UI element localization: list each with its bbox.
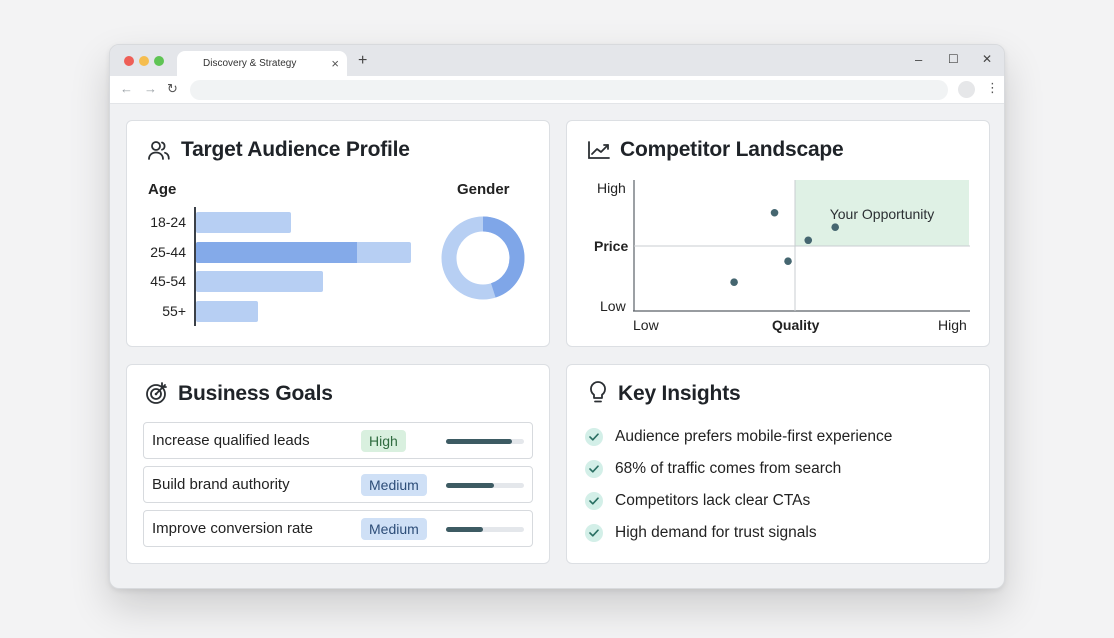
goal-row[interactable]: Build brand authority Medium xyxy=(143,466,533,503)
age-bar xyxy=(196,212,291,233)
insight-text: 68% of traffic comes from search xyxy=(615,460,842,477)
priority-badge: High xyxy=(361,430,406,452)
goal-progress-bar xyxy=(446,483,524,488)
tab-close-icon[interactable]: × xyxy=(331,56,339,71)
priority-badge: Medium xyxy=(361,474,427,496)
zoom-window-dot[interactable] xyxy=(154,56,164,66)
lightbulb-icon xyxy=(590,381,606,403)
url-input[interactable] xyxy=(190,80,948,100)
goals-title: Business Goals xyxy=(178,382,333,405)
check-icon xyxy=(585,428,603,446)
age-group-label: 25-44 xyxy=(150,243,186,260)
goal-label: Increase qualified leads xyxy=(152,432,310,449)
competitor-title: Competitor Landscape xyxy=(620,138,844,161)
y-axis-label: Price xyxy=(594,238,629,254)
donut-slice-dark xyxy=(441,216,525,300)
opportunity-label: Your Opportunity xyxy=(829,206,935,222)
goal-progress-fill xyxy=(446,439,513,444)
age-bar xyxy=(196,271,323,292)
insight-text: Competitors lack clear CTAs xyxy=(615,492,811,509)
audience-card: Target Audience Profile Age Gender 18-24… xyxy=(126,120,550,347)
target-icon xyxy=(146,382,167,404)
close-icon[interactable]: ✕ xyxy=(982,52,993,66)
goal-progress-bar xyxy=(446,527,524,532)
browser-tab[interactable]: Discovery & Strategy × xyxy=(177,51,347,76)
back-icon[interactable]: ← xyxy=(120,81,133,96)
x-axis-label: Quality xyxy=(772,317,820,333)
check-icon xyxy=(585,524,603,542)
users-icon xyxy=(148,141,170,160)
audience-title: Target Audience Profile xyxy=(181,138,410,161)
tab-title: Discovery & Strategy xyxy=(203,58,297,69)
minimize-icon[interactable]: – xyxy=(915,52,923,67)
age-bar xyxy=(196,300,258,322)
age-axis-line xyxy=(194,207,196,326)
profile-avatar[interactable] xyxy=(958,81,975,98)
insights-title: Key Insights xyxy=(618,382,741,405)
age-group-label: 45-54 xyxy=(150,273,186,289)
priority-badge: Medium xyxy=(361,518,427,540)
goal-progress-fill xyxy=(446,483,495,488)
goal-label: Improve conversion rate xyxy=(152,520,313,537)
competitor-point xyxy=(730,278,738,286)
maximize-icon[interactable]: ☐ xyxy=(948,52,959,66)
goal-row[interactable]: Increase qualified leads High xyxy=(143,422,533,459)
check-icon xyxy=(585,492,603,510)
x-axis-high: High xyxy=(938,317,967,333)
insight-text: High demand for trust signals xyxy=(615,524,817,541)
competitor-scatter-plot xyxy=(633,180,970,312)
check-icon xyxy=(585,460,603,478)
tab-bar: Discovery & Strategy × + – ☐ ✕ xyxy=(110,45,1004,76)
competitor-point xyxy=(831,223,839,231)
age-group-label: 18-24 xyxy=(150,214,186,230)
opportunity-zone xyxy=(795,180,969,246)
age-group-label: 55+ xyxy=(162,302,186,319)
competitor-point xyxy=(784,257,792,266)
age-heading: Age xyxy=(148,181,177,198)
competitor-point xyxy=(770,208,779,217)
browser-window: Discovery & Strategy × + – ☐ ✕ ← → ↻ ⋮ T… xyxy=(109,44,1005,589)
competitor-card: Competitor Landscape High Price Low Low … xyxy=(566,120,990,347)
x-axis-low: Low xyxy=(633,317,659,333)
y-axis-low: Low xyxy=(600,298,626,314)
trend-chart-icon xyxy=(588,141,610,159)
gender-heading: Gender xyxy=(457,181,510,198)
insight-text: Audience prefers mobile-first experience xyxy=(615,428,893,445)
goal-progress-bar xyxy=(446,439,524,444)
insights-card: Key Insights Audience prefers mobile-fir… xyxy=(566,364,990,564)
competitor-point xyxy=(804,236,813,245)
address-bar: ← → ↻ ⋮ xyxy=(110,76,1004,104)
age-bar-highlight xyxy=(196,241,357,263)
close-window-dot[interactable] xyxy=(124,56,134,66)
reload-icon[interactable]: ↻ xyxy=(167,81,178,96)
goal-row[interactable]: Improve conversion rate Medium xyxy=(143,510,533,547)
minimize-window-dot[interactable] xyxy=(139,56,149,66)
new-tab-button[interactable]: + xyxy=(358,52,368,69)
goal-progress-fill xyxy=(446,527,484,532)
gender-donut-chart xyxy=(441,216,525,300)
forward-icon[interactable]: → xyxy=(144,81,157,96)
menu-icon[interactable]: ⋮ xyxy=(986,80,999,95)
y-axis-high: High xyxy=(597,180,626,196)
goal-label: Build brand authority xyxy=(152,476,290,493)
goals-card: Business Goals Increase qualified leads … xyxy=(126,364,550,564)
